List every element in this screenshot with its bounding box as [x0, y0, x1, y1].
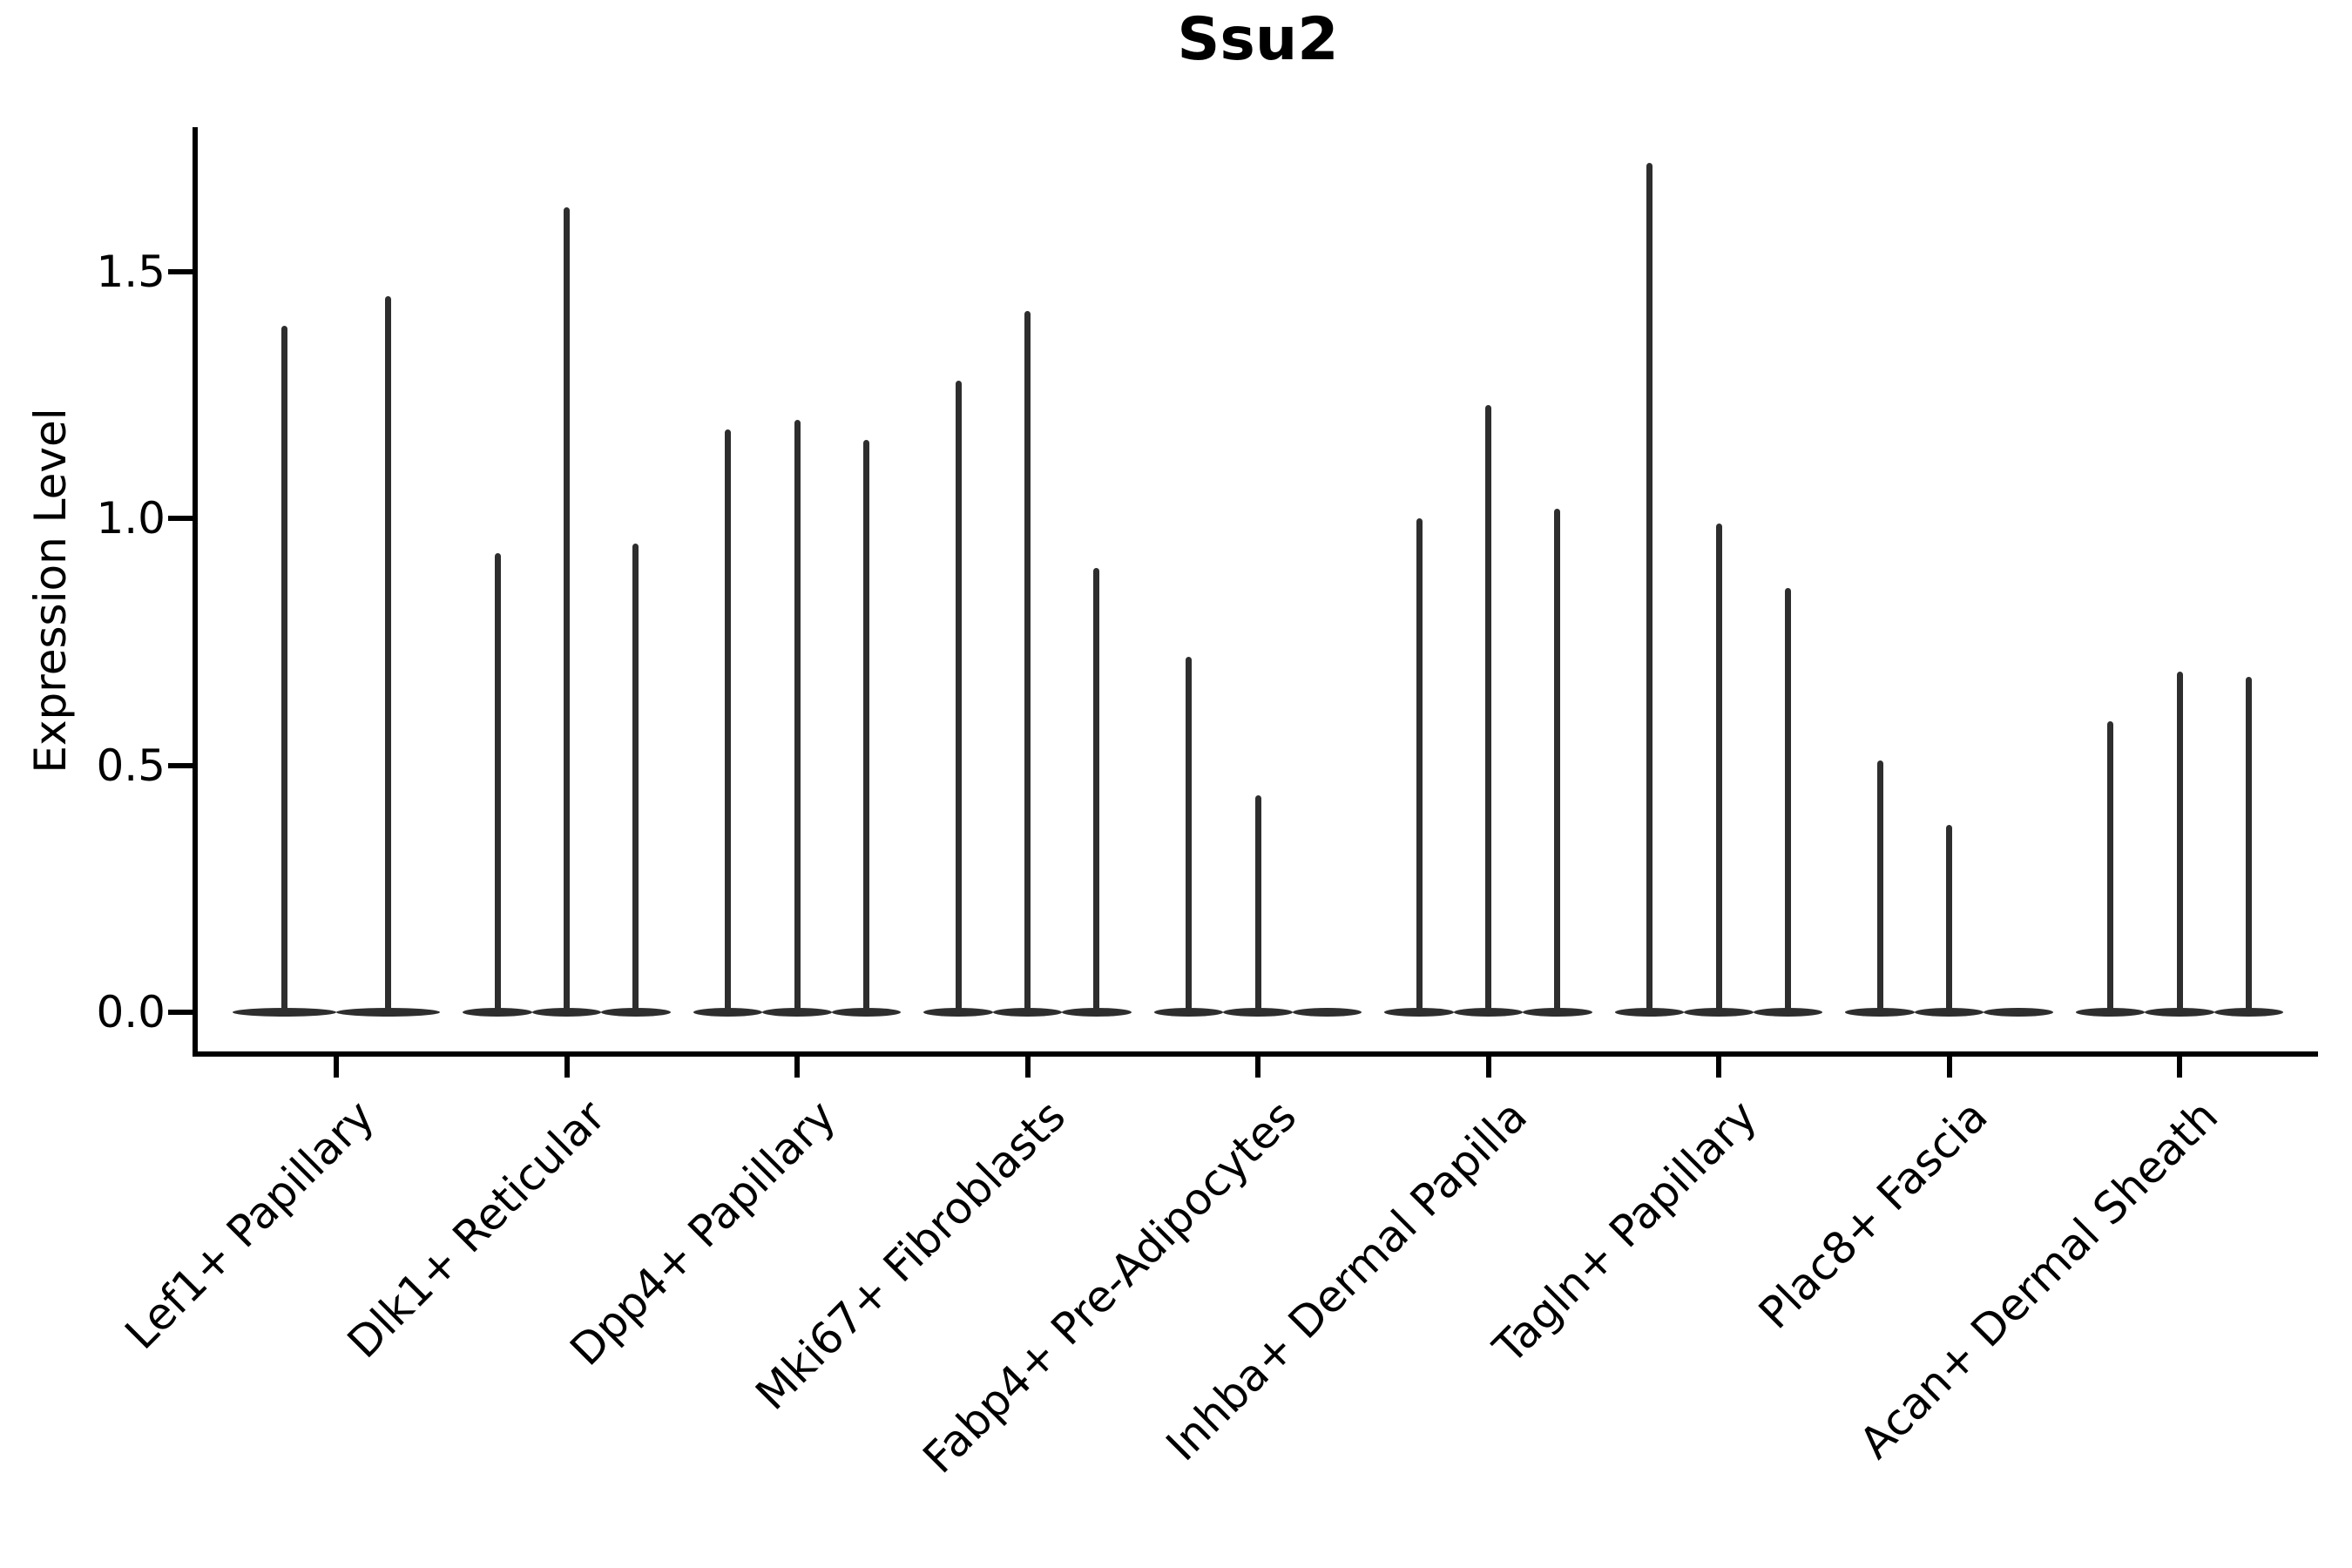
violin-spike	[1946, 824, 1952, 1012]
violin-foot	[1523, 1008, 1592, 1017]
violin-foot	[1914, 1008, 1984, 1017]
violin-foot	[1845, 1008, 1915, 1017]
x-tick	[1716, 1057, 1721, 1078]
violin-foot	[233, 1008, 336, 1017]
violin-spike	[1186, 656, 1193, 1012]
violin-spike	[2176, 671, 2183, 1012]
violin-foot	[1062, 1008, 1132, 1017]
x-tick-label: Plac8+ Fascia	[1748, 1091, 1997, 1339]
violin-foot	[831, 1008, 902, 1017]
violin-spike	[1485, 404, 1491, 1012]
y-tick	[168, 1010, 193, 1015]
y-tick	[168, 762, 193, 768]
x-tick	[1946, 1057, 1952, 1078]
violin-spike	[1093, 567, 1100, 1012]
violin-foot	[1223, 1008, 1293, 1017]
x-tick	[1024, 1057, 1031, 1078]
violin-foot	[1614, 1008, 1685, 1017]
violin-foot	[601, 1008, 671, 1017]
violin-spike	[1876, 760, 1883, 1012]
violin-foot	[762, 1008, 832, 1017]
x-axis-spine	[193, 1051, 2318, 1057]
y-tick-label: 0.5	[96, 740, 166, 791]
violin-foot	[1984, 1008, 2053, 1017]
violin-foot	[1453, 1008, 1524, 1017]
violin-spike	[385, 296, 391, 1012]
violin-spike	[564, 207, 570, 1012]
violin-foot	[2075, 1008, 2146, 1017]
violin-spike	[2245, 676, 2252, 1012]
y-axis-label: Expression Level	[25, 408, 76, 774]
violin-foot	[463, 1008, 532, 1017]
y-tick	[168, 268, 193, 274]
violin-spike	[632, 543, 639, 1012]
y-tick-label: 1.0	[96, 493, 166, 544]
violin-foot	[1384, 1008, 1454, 1017]
violin-foot	[2213, 1008, 2284, 1017]
violin-foot	[693, 1008, 763, 1017]
violin-foot	[2145, 1008, 2214, 1017]
violin-spike	[1784, 587, 1791, 1012]
y-tick-label: 0.0	[96, 987, 166, 1037]
violin-foot	[1153, 1008, 1224, 1017]
violin-foot	[992, 1008, 1063, 1017]
violin-spike	[1254, 794, 1261, 1012]
violin-foot	[1753, 1008, 1823, 1017]
violin-spike	[1646, 163, 1653, 1012]
violin-spike	[955, 380, 962, 1012]
violin-spike	[1715, 523, 1722, 1012]
y-tick-label: 1.5	[96, 246, 166, 297]
violin-foot	[1292, 1008, 1362, 1017]
violin-foot	[531, 1008, 602, 1017]
y-tick	[168, 516, 193, 522]
violin-spike	[725, 429, 732, 1012]
violin-spike	[1416, 518, 1423, 1012]
x-tick	[794, 1057, 800, 1078]
x-tick-label: Fabp4+ Pre-Adipocytes	[913, 1091, 1307, 1484]
violin-spike	[1024, 311, 1031, 1012]
violin-spike	[862, 439, 869, 1012]
violin-spike	[794, 419, 801, 1012]
x-tick	[334, 1057, 339, 1078]
violin-foot	[336, 1008, 440, 1017]
violin-spike	[281, 326, 287, 1012]
x-tick	[564, 1057, 570, 1078]
x-tick	[1485, 1057, 1491, 1078]
x-tick	[1255, 1057, 1260, 1078]
violin-foot	[923, 1008, 993, 1017]
violin-spike	[494, 552, 501, 1012]
chart-title: Ssu2	[1177, 5, 1339, 74]
violin-spike	[1554, 508, 1561, 1012]
violin-spike	[2107, 720, 2114, 1012]
x-tick	[2177, 1057, 2182, 1078]
violin-foot	[1684, 1008, 1754, 1017]
x-tick-label: Lef1+ Papillary	[115, 1091, 385, 1360]
y-axis-spine	[193, 127, 198, 1057]
